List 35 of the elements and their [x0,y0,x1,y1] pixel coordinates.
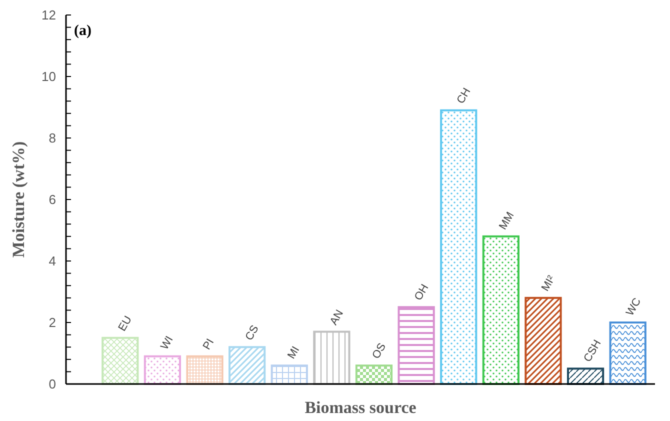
bar [524,296,562,385]
bar [144,355,182,385]
bar [313,330,350,385]
bar [440,109,478,385]
x-tick-label: WI [158,334,176,352]
y-tick-label: 6 [48,192,56,208]
x-tick-label: OS [370,341,389,362]
y-tick-label: 4 [48,254,56,269]
x-tick-label: WC [624,296,644,318]
y-tick-label: 10 [42,69,56,84]
bar [398,306,435,385]
bar [355,364,393,385]
bar [102,336,139,385]
bar [186,355,224,385]
x-tick-label: CH [454,86,474,106]
x-tick-label: PI [200,336,217,352]
bar [566,368,604,385]
bar [609,322,646,385]
x-tick-label: MI [286,344,302,362]
y-tick-label: 8 [48,130,56,146]
bar [270,364,308,385]
y-tick-label: 12 [42,8,56,23]
y-tick-label: 2 [48,315,56,330]
bar [228,346,266,385]
y-axis-title: Moisture (wt%) [9,141,28,258]
x-tick-label: OH [412,282,432,303]
x-tick-label: AN [328,308,346,328]
y-tick-label: 0 [48,376,56,392]
x-tick-label: EU [116,314,134,334]
annotation: (a) [74,23,92,39]
x-axis-title: Biomass source [304,398,417,417]
bar [482,235,520,385]
x-tick-label: MM [497,210,517,232]
x-tick-label: MI² [539,273,558,294]
x-tick-label: CS [243,323,262,343]
